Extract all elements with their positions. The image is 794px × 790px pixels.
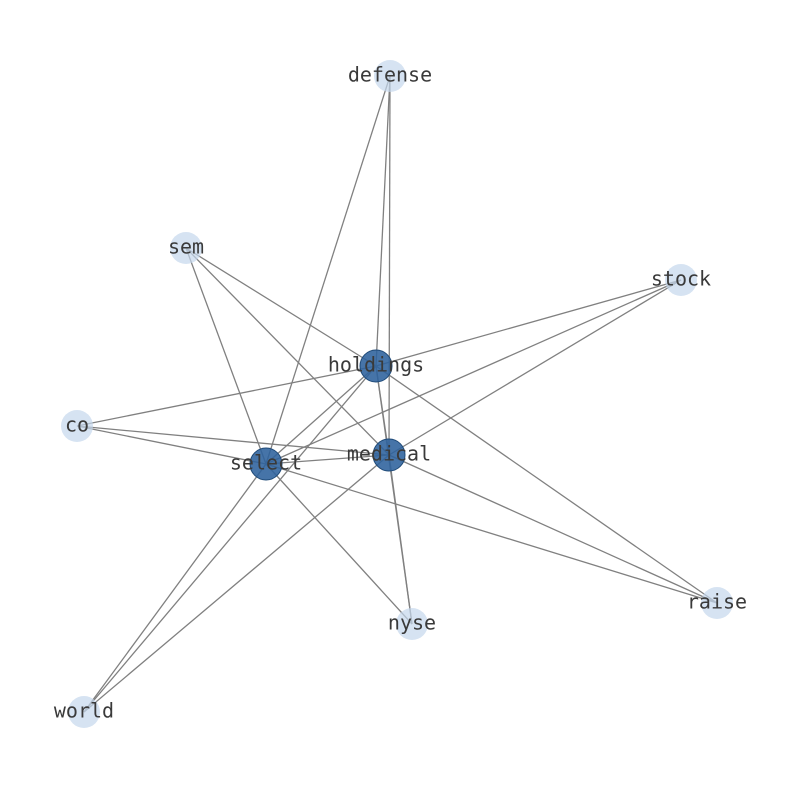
node [374,60,406,92]
node [665,264,697,296]
edge [265,75,391,465]
edge [185,247,377,367]
edge [265,279,682,465]
node [61,410,93,442]
node [701,587,733,619]
node-label: nyse [388,611,436,635]
node-label: select [230,451,302,475]
node-label: medical [347,442,431,466]
edge [265,463,413,625]
node-label: sem [168,235,204,259]
edge [185,247,390,456]
edge [76,365,377,427]
edge [76,425,267,465]
node-label: defense [348,63,432,87]
edge [83,454,390,713]
node-label: world [54,699,114,723]
edge [375,365,413,625]
hub-node [249,447,283,481]
nodes [61,60,733,728]
edge [265,454,390,465]
edge [76,425,390,456]
node [170,232,202,264]
edge [388,279,682,456]
node-label: co [65,413,89,437]
edge [83,365,377,713]
edge [375,75,391,367]
node-label: raise [687,590,747,614]
edge [83,463,267,713]
edge [388,75,391,456]
hub-node [372,438,406,472]
hub-node [359,349,393,383]
edge [388,454,718,604]
edge [265,365,377,465]
node [68,696,100,728]
edge [265,463,718,604]
edge [185,247,267,465]
node [396,608,428,640]
labels: defense sem stock holdings co select medical ra… [54,63,747,723]
edge [375,365,718,604]
edges [76,75,718,713]
node-label: holdings [328,353,424,377]
node-label: stock [651,267,711,291]
edge [375,279,682,367]
